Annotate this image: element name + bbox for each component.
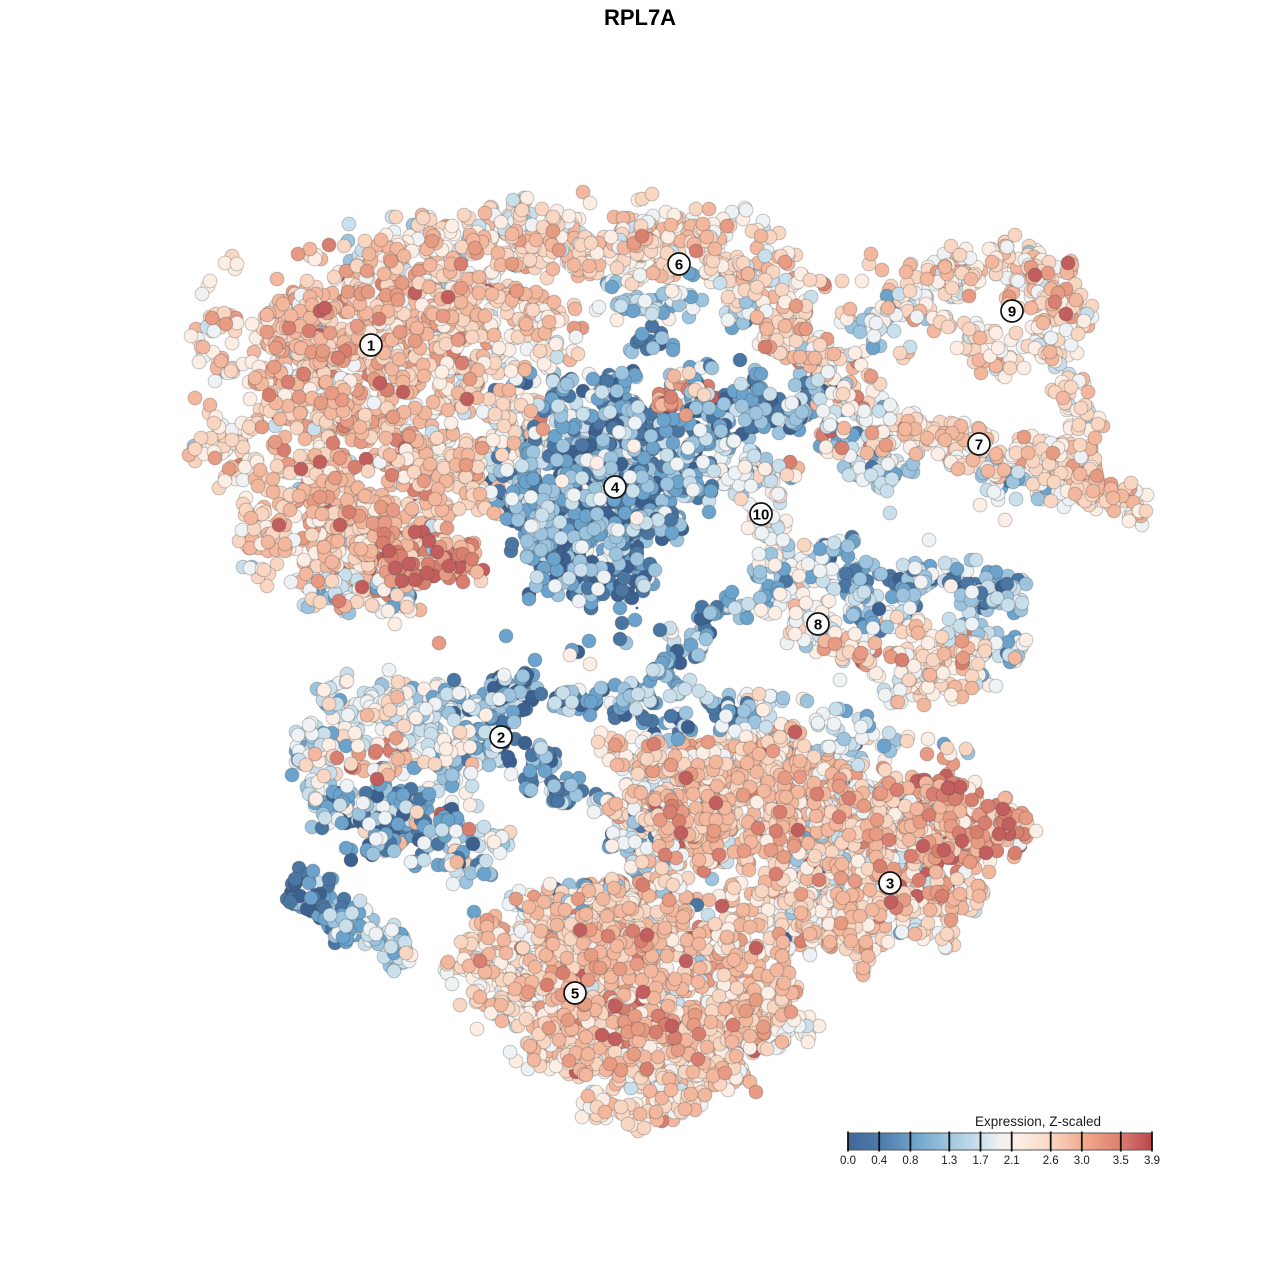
svg-text:RPL7A: RPL7A	[604, 5, 676, 30]
